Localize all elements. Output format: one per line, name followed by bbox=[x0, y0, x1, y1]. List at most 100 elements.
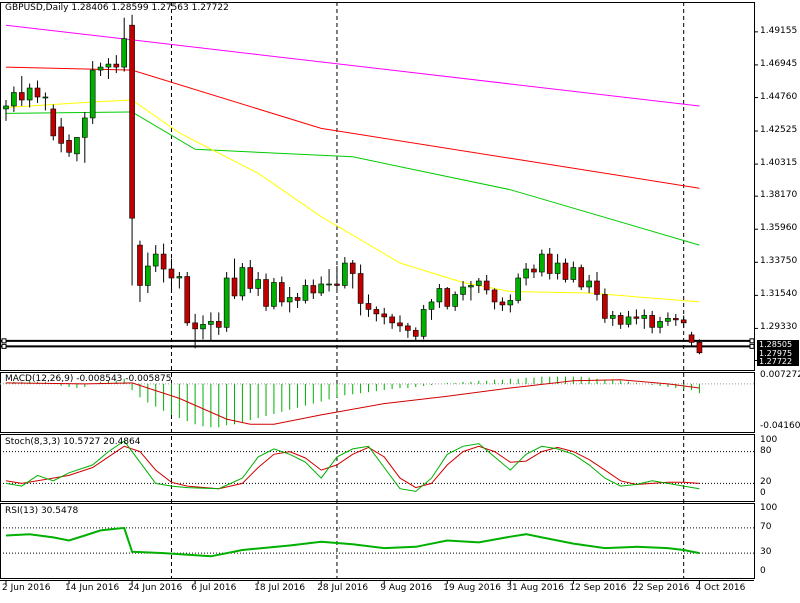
indicator-tick-label: -0.041609 bbox=[760, 420, 800, 431]
indicator-tick-label: 0 bbox=[760, 566, 766, 576]
time-tick-label: 12 Sep 2016 bbox=[569, 583, 627, 593]
level-line-handle bbox=[749, 338, 755, 344]
candle-body bbox=[326, 283, 332, 286]
price-tick-label: 1.49155 bbox=[760, 25, 798, 36]
price-tick-label: 1.40315 bbox=[760, 158, 798, 169]
candle-body bbox=[200, 324, 206, 330]
time-tick-label: 9 Aug 2016 bbox=[380, 583, 433, 593]
candle-body bbox=[208, 321, 214, 325]
price-tag-last: 1.27722 bbox=[757, 357, 799, 366]
rsi-panel-frame bbox=[0, 503, 755, 579]
candle-body bbox=[271, 282, 277, 307]
time-tick-label: 6 Jul 2016 bbox=[191, 583, 237, 593]
stoch-title: Stoch(8,3,3) 10.5727 20.4864 bbox=[5, 437, 141, 447]
candle-body bbox=[255, 279, 261, 289]
candle-body bbox=[649, 315, 655, 328]
price-panel-frame bbox=[0, 2, 755, 371]
moving-average-line bbox=[5, 99, 700, 303]
candle-body bbox=[586, 280, 592, 288]
time-tick-label: 28 Jul 2016 bbox=[317, 583, 369, 593]
indicator-tick-label: 0.007272 bbox=[760, 370, 800, 381]
time-tick-label: 19 Aug 2016 bbox=[443, 583, 501, 593]
candle-body bbox=[397, 322, 403, 327]
price-tick-label: 1.42525 bbox=[760, 125, 798, 136]
candle-body bbox=[121, 38, 127, 68]
candle-body bbox=[381, 313, 388, 318]
candle-body bbox=[602, 294, 608, 319]
candle-body bbox=[696, 342, 703, 354]
stoch-signal-line bbox=[5, 445, 700, 490]
level-line-handle bbox=[1, 343, 7, 349]
candle-body bbox=[672, 318, 679, 321]
candle-body bbox=[609, 315, 616, 319]
stoch-main-line bbox=[5, 440, 700, 492]
candle-body bbox=[168, 268, 175, 279]
candle-body bbox=[468, 285, 474, 288]
time-tick-label: 22 Sep 2016 bbox=[632, 583, 690, 593]
candle-body bbox=[483, 280, 490, 291]
candle-body bbox=[97, 66, 104, 71]
price-tag-lower: 1.27975 bbox=[757, 349, 799, 358]
stoch-panel-frame bbox=[0, 434, 755, 502]
candle-body bbox=[460, 286, 466, 295]
time-tick-label: 14 Jun 2016 bbox=[65, 583, 120, 593]
moving-average-line bbox=[5, 66, 700, 189]
time-tick-label: 2 Jun 2016 bbox=[2, 583, 51, 593]
candle-body bbox=[215, 321, 222, 328]
candle-body bbox=[223, 277, 230, 328]
level-line-handle bbox=[1, 338, 7, 344]
price-panel-title: GBPUSD,Daily 1.28406 1.28599 1.27563 1.2… bbox=[5, 3, 229, 14]
price-tick-label: 1.46945 bbox=[760, 58, 798, 69]
candle-body bbox=[310, 285, 317, 294]
candle-body bbox=[657, 321, 663, 328]
candle-body bbox=[129, 24, 135, 219]
candle-body bbox=[531, 268, 537, 273]
candle-body bbox=[475, 280, 482, 286]
candle-body bbox=[278, 282, 285, 303]
candle-body bbox=[625, 316, 632, 325]
candle-body bbox=[570, 267, 577, 280]
candle-body bbox=[137, 244, 143, 286]
candle-body bbox=[412, 330, 419, 337]
candle-body bbox=[113, 63, 120, 68]
indicator-tick-label: 0 bbox=[760, 488, 766, 498]
macd-title: MACD(12,26,9) -0.008543 -0.005875 bbox=[5, 374, 172, 384]
level-line-handle bbox=[749, 343, 755, 349]
price-tick-label: 1.44760 bbox=[760, 91, 798, 102]
candle-body bbox=[389, 316, 395, 324]
candle-body bbox=[633, 316, 640, 319]
candle-body bbox=[523, 268, 529, 279]
indicator-tick-label: 100 bbox=[760, 503, 778, 513]
candle-body bbox=[546, 253, 553, 274]
candle-body bbox=[452, 294, 458, 307]
candle-body bbox=[263, 279, 269, 307]
candle-body bbox=[26, 87, 33, 101]
candle-body bbox=[176, 276, 183, 279]
candle-body bbox=[247, 267, 254, 289]
candle-body bbox=[373, 309, 380, 315]
candle-body bbox=[239, 267, 246, 297]
candle-body bbox=[617, 315, 624, 325]
candle-body bbox=[18, 92, 25, 101]
candle-body bbox=[50, 108, 57, 137]
candle-body bbox=[491, 289, 498, 303]
candle-body bbox=[294, 297, 301, 301]
candle-body bbox=[58, 126, 64, 144]
candle-body bbox=[515, 277, 522, 301]
candle-body bbox=[42, 96, 49, 99]
candle-body bbox=[3, 105, 9, 110]
candle-body bbox=[365, 303, 372, 310]
price-tick-label: 1.38170 bbox=[760, 190, 798, 201]
candle-body bbox=[554, 262, 561, 274]
candle-body bbox=[507, 300, 514, 306]
time-tick-label: 4 Oct 2016 bbox=[695, 583, 746, 593]
candle-body bbox=[641, 315, 648, 319]
indicator-tick-label: 70 bbox=[760, 521, 772, 532]
candle-body bbox=[302, 285, 309, 301]
candle-body bbox=[192, 322, 198, 330]
ohlc-close: 1.27722 bbox=[191, 3, 229, 13]
candle-body bbox=[231, 277, 238, 297]
indicator-tick-label: 100 bbox=[760, 435, 778, 445]
